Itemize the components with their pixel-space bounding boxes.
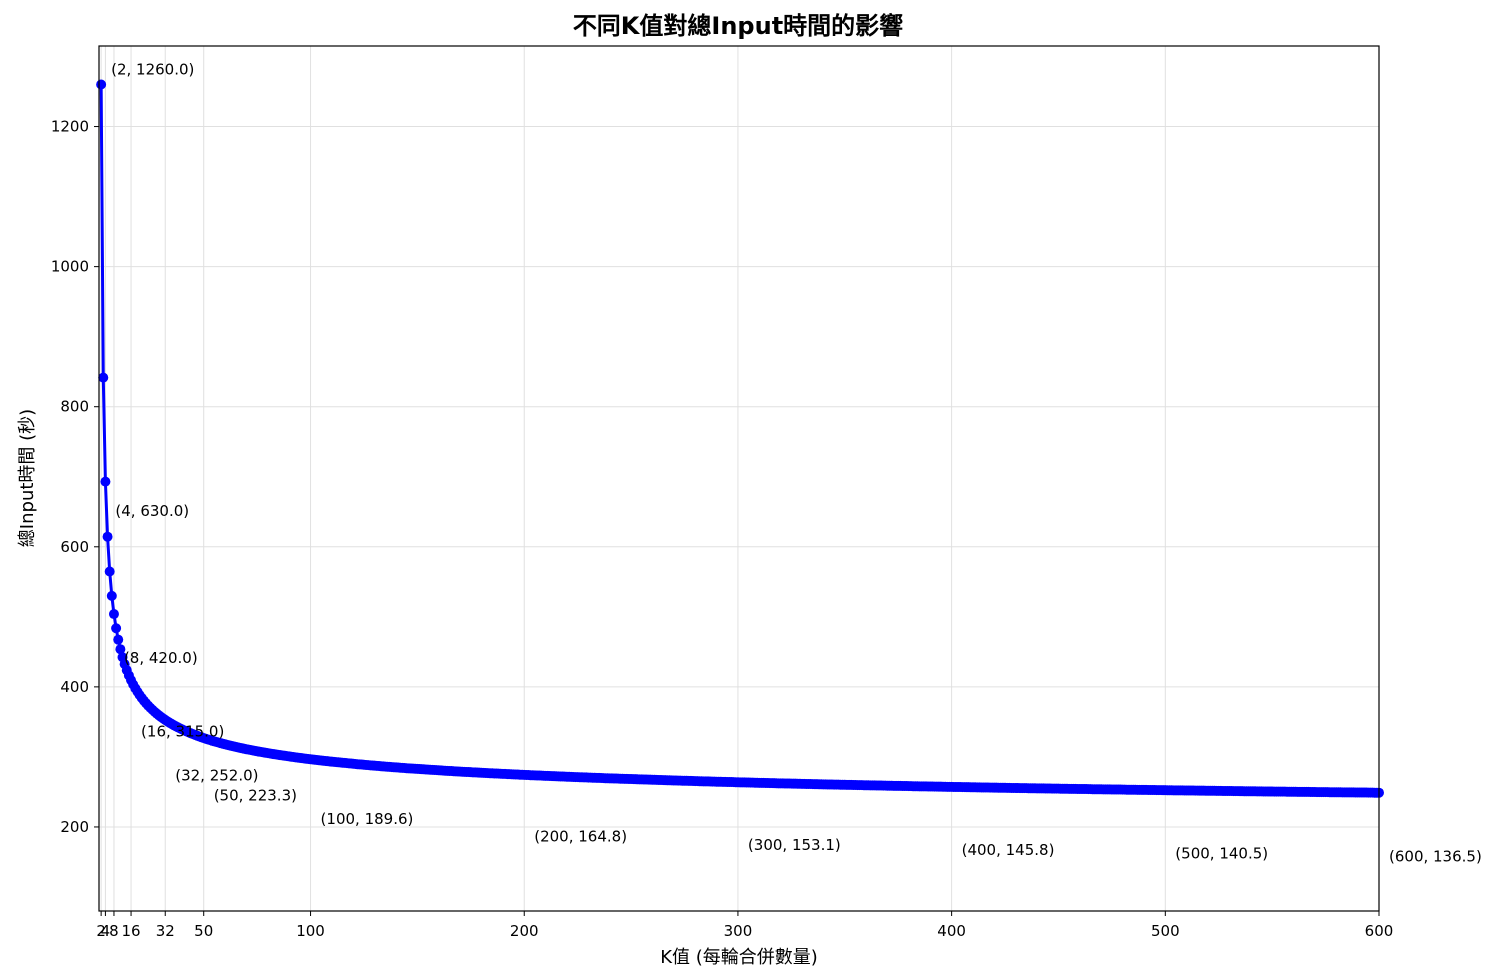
x-tick-label: 500: [1151, 922, 1180, 940]
data-point: [100, 476, 111, 487]
x-tick-label: 16: [122, 922, 141, 940]
x-axis-label: K值 (每輪合併數量): [660, 947, 818, 968]
x-tick-label: 300: [724, 922, 753, 940]
data-point: [108, 609, 119, 620]
point-annotations: (2, 1260.0) (4, 630.0) (8, 420.0) (16, 315.…: [111, 61, 1482, 866]
point-annotation: (200, 164.8): [534, 828, 627, 846]
x-tick-label: 4: [101, 922, 111, 940]
data-point: [104, 566, 115, 577]
point-annotation: (300, 153.1): [748, 836, 841, 854]
point-annotation: (500, 140.5): [1175, 845, 1268, 863]
data-point: [102, 531, 113, 542]
x-tick-label: 100: [296, 922, 325, 940]
y-axis-label: 總Input時間 (秒): [17, 409, 38, 547]
plot-frame: [98, 45, 1380, 912]
axis-ticks: 24 8 16 32 50 100 200 300 400 500 600 200 400 600 800 1…: [51, 118, 1394, 940]
data-point: [115, 644, 126, 655]
data-point: [106, 590, 117, 601]
data-point: [111, 623, 122, 634]
y-tick-label: 600: [60, 538, 89, 556]
point-annotation: (8, 420.0): [124, 649, 198, 667]
x-tick-label: 400: [937, 922, 966, 940]
point-annotation: (16, 315.0): [141, 722, 224, 740]
y-tick-label: 200: [60, 818, 89, 836]
x-tick-label: 50: [194, 922, 213, 940]
point-annotation: (2, 1260.0): [111, 61, 194, 79]
x-tick-label: 32: [156, 922, 175, 940]
data-point: [96, 79, 107, 90]
chart-title: 不同K值對總Input時間的影響: [573, 12, 903, 40]
data-point: [113, 634, 124, 645]
data-series: [96, 79, 1384, 798]
y-tick-label: 1200: [51, 118, 89, 136]
point-annotation: (32, 252.0): [175, 767, 258, 785]
x-tick-label: 200: [510, 922, 539, 940]
data-point: [98, 372, 109, 383]
point-annotation: (50, 223.3): [214, 787, 297, 805]
x-tick-label: 600: [1365, 922, 1394, 940]
point-annotation: (400, 145.8): [962, 841, 1055, 859]
x-tick-label: 8: [109, 922, 119, 940]
x-tick-label: 2: [96, 922, 106, 940]
y-tick-label: 400: [60, 678, 89, 696]
point-annotation: (4, 630.0): [115, 502, 189, 520]
point-annotation: (600, 136.5): [1389, 847, 1482, 865]
y-tick-label: 1000: [51, 258, 89, 276]
y-tick-label: 800: [60, 398, 89, 416]
point-annotation: (100, 189.6): [321, 810, 414, 828]
